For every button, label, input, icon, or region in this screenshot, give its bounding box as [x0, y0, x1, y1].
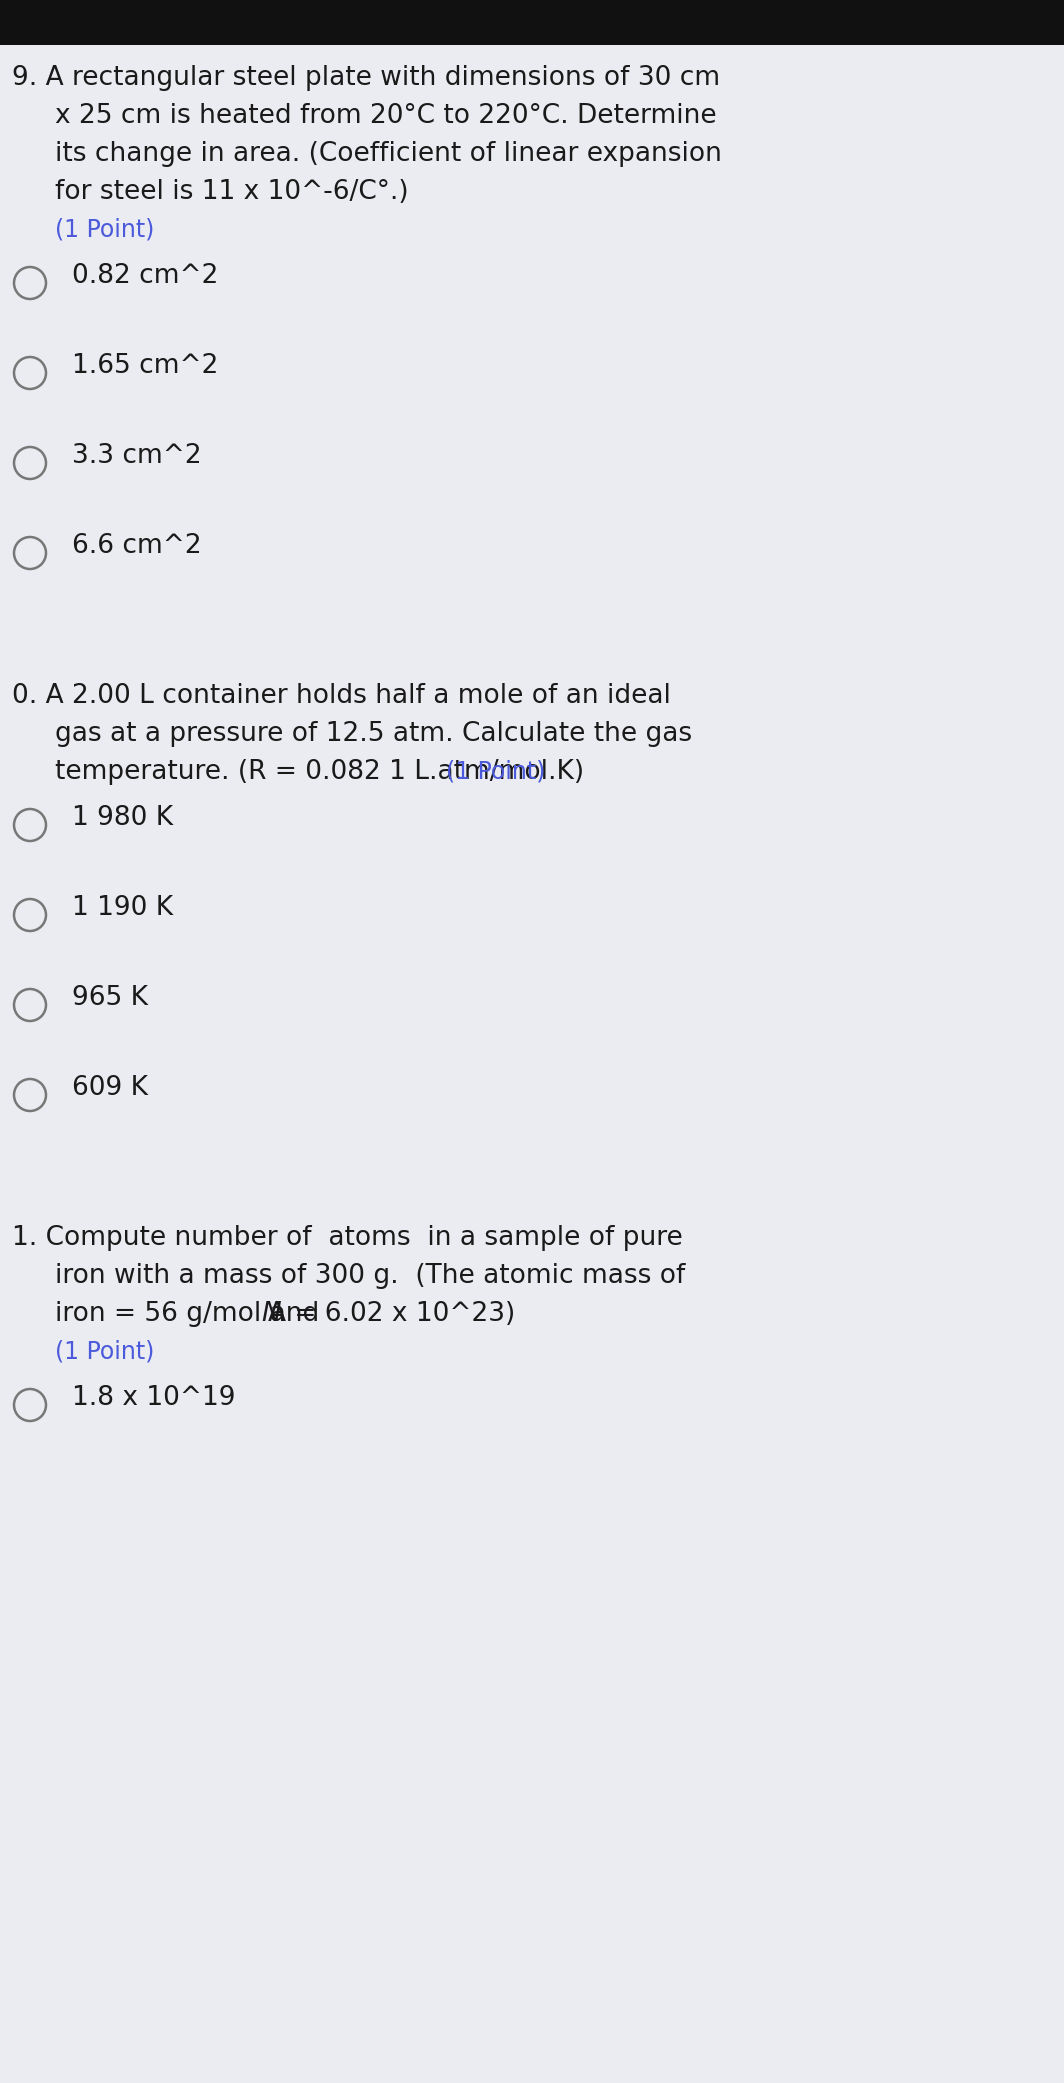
Text: 3.3 cm^2: 3.3 cm^2	[72, 444, 201, 469]
Text: iron = 56 g/mol and: iron = 56 g/mol and	[55, 1302, 328, 1327]
Text: (1 Point): (1 Point)	[447, 758, 546, 783]
Text: its change in area. (Coefficient of linear expansion: its change in area. (Coefficient of line…	[55, 142, 721, 167]
Text: temperature. (R = 0.082 1 L.atm/mol.K): temperature. (R = 0.082 1 L.atm/mol.K)	[55, 758, 593, 785]
Text: 1.8 x 10^19: 1.8 x 10^19	[72, 1385, 235, 1410]
Bar	[0, 0, 1064, 46]
Text: iron with a mass of 300 g.  (The atomic mass of: iron with a mass of 300 g. (The atomic m…	[55, 1262, 685, 1289]
Text: 1 190 K: 1 190 K	[72, 896, 173, 921]
Text: (1 Point): (1 Point)	[55, 217, 154, 242]
Text: (1 Point): (1 Point)	[55, 1339, 154, 1362]
Text: N: N	[261, 1302, 281, 1327]
Text: 965 K: 965 K	[72, 985, 148, 1010]
Text: 1. Compute number of  atoms  in a sample of pure: 1. Compute number of atoms in a sample o…	[12, 1225, 683, 1252]
Text: A = 6.02 x 10^23): A = 6.02 x 10^23)	[268, 1302, 516, 1327]
Text: 0. A 2.00 L container holds half a mole of an ideal: 0. A 2.00 L container holds half a mole …	[12, 683, 671, 708]
Text: 609 K: 609 K	[72, 1075, 148, 1102]
Text: 6.6 cm^2: 6.6 cm^2	[72, 533, 201, 558]
Text: 9. A rectangular steel plate with dimensions of 30 cm: 9. A rectangular steel plate with dimens…	[12, 65, 720, 92]
Text: x 25 cm is heated from 20°C to 220°C. Determine: x 25 cm is heated from 20°C to 220°C. De…	[55, 102, 717, 129]
Text: 1 980 K: 1 980 K	[72, 804, 173, 831]
Text: 0.82 cm^2: 0.82 cm^2	[72, 262, 218, 290]
Text: for steel is 11 x 10^-6/C°.): for steel is 11 x 10^-6/C°.)	[55, 179, 409, 204]
Text: 1.65 cm^2: 1.65 cm^2	[72, 352, 218, 379]
Text: gas at a pressure of 12.5 atm. Calculate the gas: gas at a pressure of 12.5 atm. Calculate…	[55, 721, 692, 748]
